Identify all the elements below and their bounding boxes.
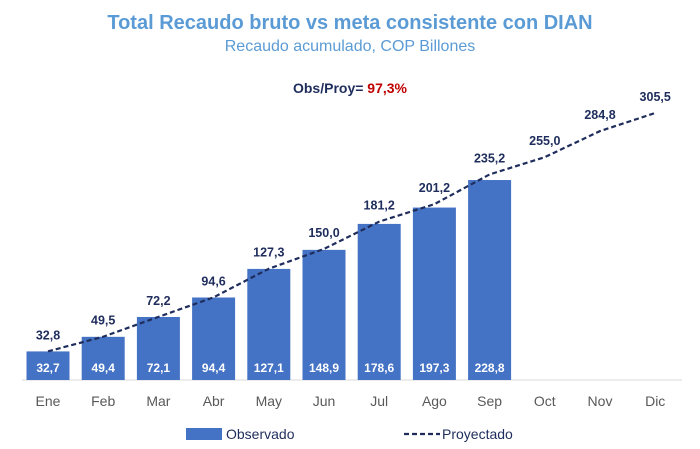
line-data-label: 235,2 xyxy=(474,151,505,165)
line-data-label: 72,2 xyxy=(146,294,170,308)
legend-observado-label: Observado xyxy=(226,426,295,442)
bar-observado xyxy=(26,351,70,380)
ratio-value: 97,3% xyxy=(367,80,407,96)
x-tick-label: Ene xyxy=(36,393,61,409)
legend-observado-swatch xyxy=(186,428,222,440)
x-tick-label: Sep xyxy=(477,393,502,409)
bar-data-label: 197,3 xyxy=(419,361,449,375)
bar-observado xyxy=(302,249,346,380)
line-data-label: 150,0 xyxy=(308,226,339,240)
x-tick-label: Ago xyxy=(422,393,447,409)
x-tick-label: Oct xyxy=(534,393,556,409)
bar-data-label: 94,4 xyxy=(202,361,226,375)
bar-observado xyxy=(357,223,401,380)
obs-proy-annotation: Obs/Proy= 97,3% xyxy=(0,80,700,96)
legend-proyectado-label: Proyectado xyxy=(442,426,513,442)
x-tick-label: Abr xyxy=(203,393,225,409)
x-tick-label: Dic xyxy=(645,393,665,409)
bar-observado xyxy=(468,180,512,380)
bar-observado xyxy=(81,336,125,380)
bar-data-label: 32,7 xyxy=(36,361,60,375)
bar-data-label: 72,1 xyxy=(147,361,171,375)
bar-data-label: 49,4 xyxy=(92,361,116,375)
x-tick-label: May xyxy=(256,393,282,409)
x-tick-label: Feb xyxy=(91,393,115,409)
bar-observado xyxy=(412,207,456,380)
line-data-label: 127,3 xyxy=(253,246,284,260)
bar-data-label: 127,1 xyxy=(254,361,284,375)
ratio-label: Obs/Proy= xyxy=(292,80,364,96)
x-tick-label: Mar xyxy=(146,393,170,409)
x-tick-label: Jun xyxy=(313,393,336,409)
line-data-label: 94,6 xyxy=(201,274,225,288)
bar-observado xyxy=(192,297,236,380)
bar-data-label: 148,9 xyxy=(309,361,339,375)
bar-observado xyxy=(247,268,291,380)
bar-observado xyxy=(136,316,180,380)
x-tick-label: Jul xyxy=(370,393,388,409)
line-data-label: 32,8 xyxy=(36,328,60,342)
line-data-label: 201,2 xyxy=(419,181,450,195)
chart-title: Total Recaudo bruto vs meta consistente … xyxy=(107,12,593,34)
chart-subtitle: Recaudo acumulado, COP Billones xyxy=(224,38,476,55)
x-tick-label: Nov xyxy=(588,393,613,409)
line-data-label: 305,5 xyxy=(640,90,671,104)
line-data-label: 181,2 xyxy=(364,199,395,213)
line-data-label: 284,8 xyxy=(584,108,615,122)
line-data-label: 49,5 xyxy=(91,314,115,328)
line-proyectado xyxy=(47,111,656,353)
line-data-label: 255,0 xyxy=(529,134,560,148)
bar-data-label: 228,8 xyxy=(475,361,505,375)
bar-data-label: 178,6 xyxy=(364,361,394,375)
